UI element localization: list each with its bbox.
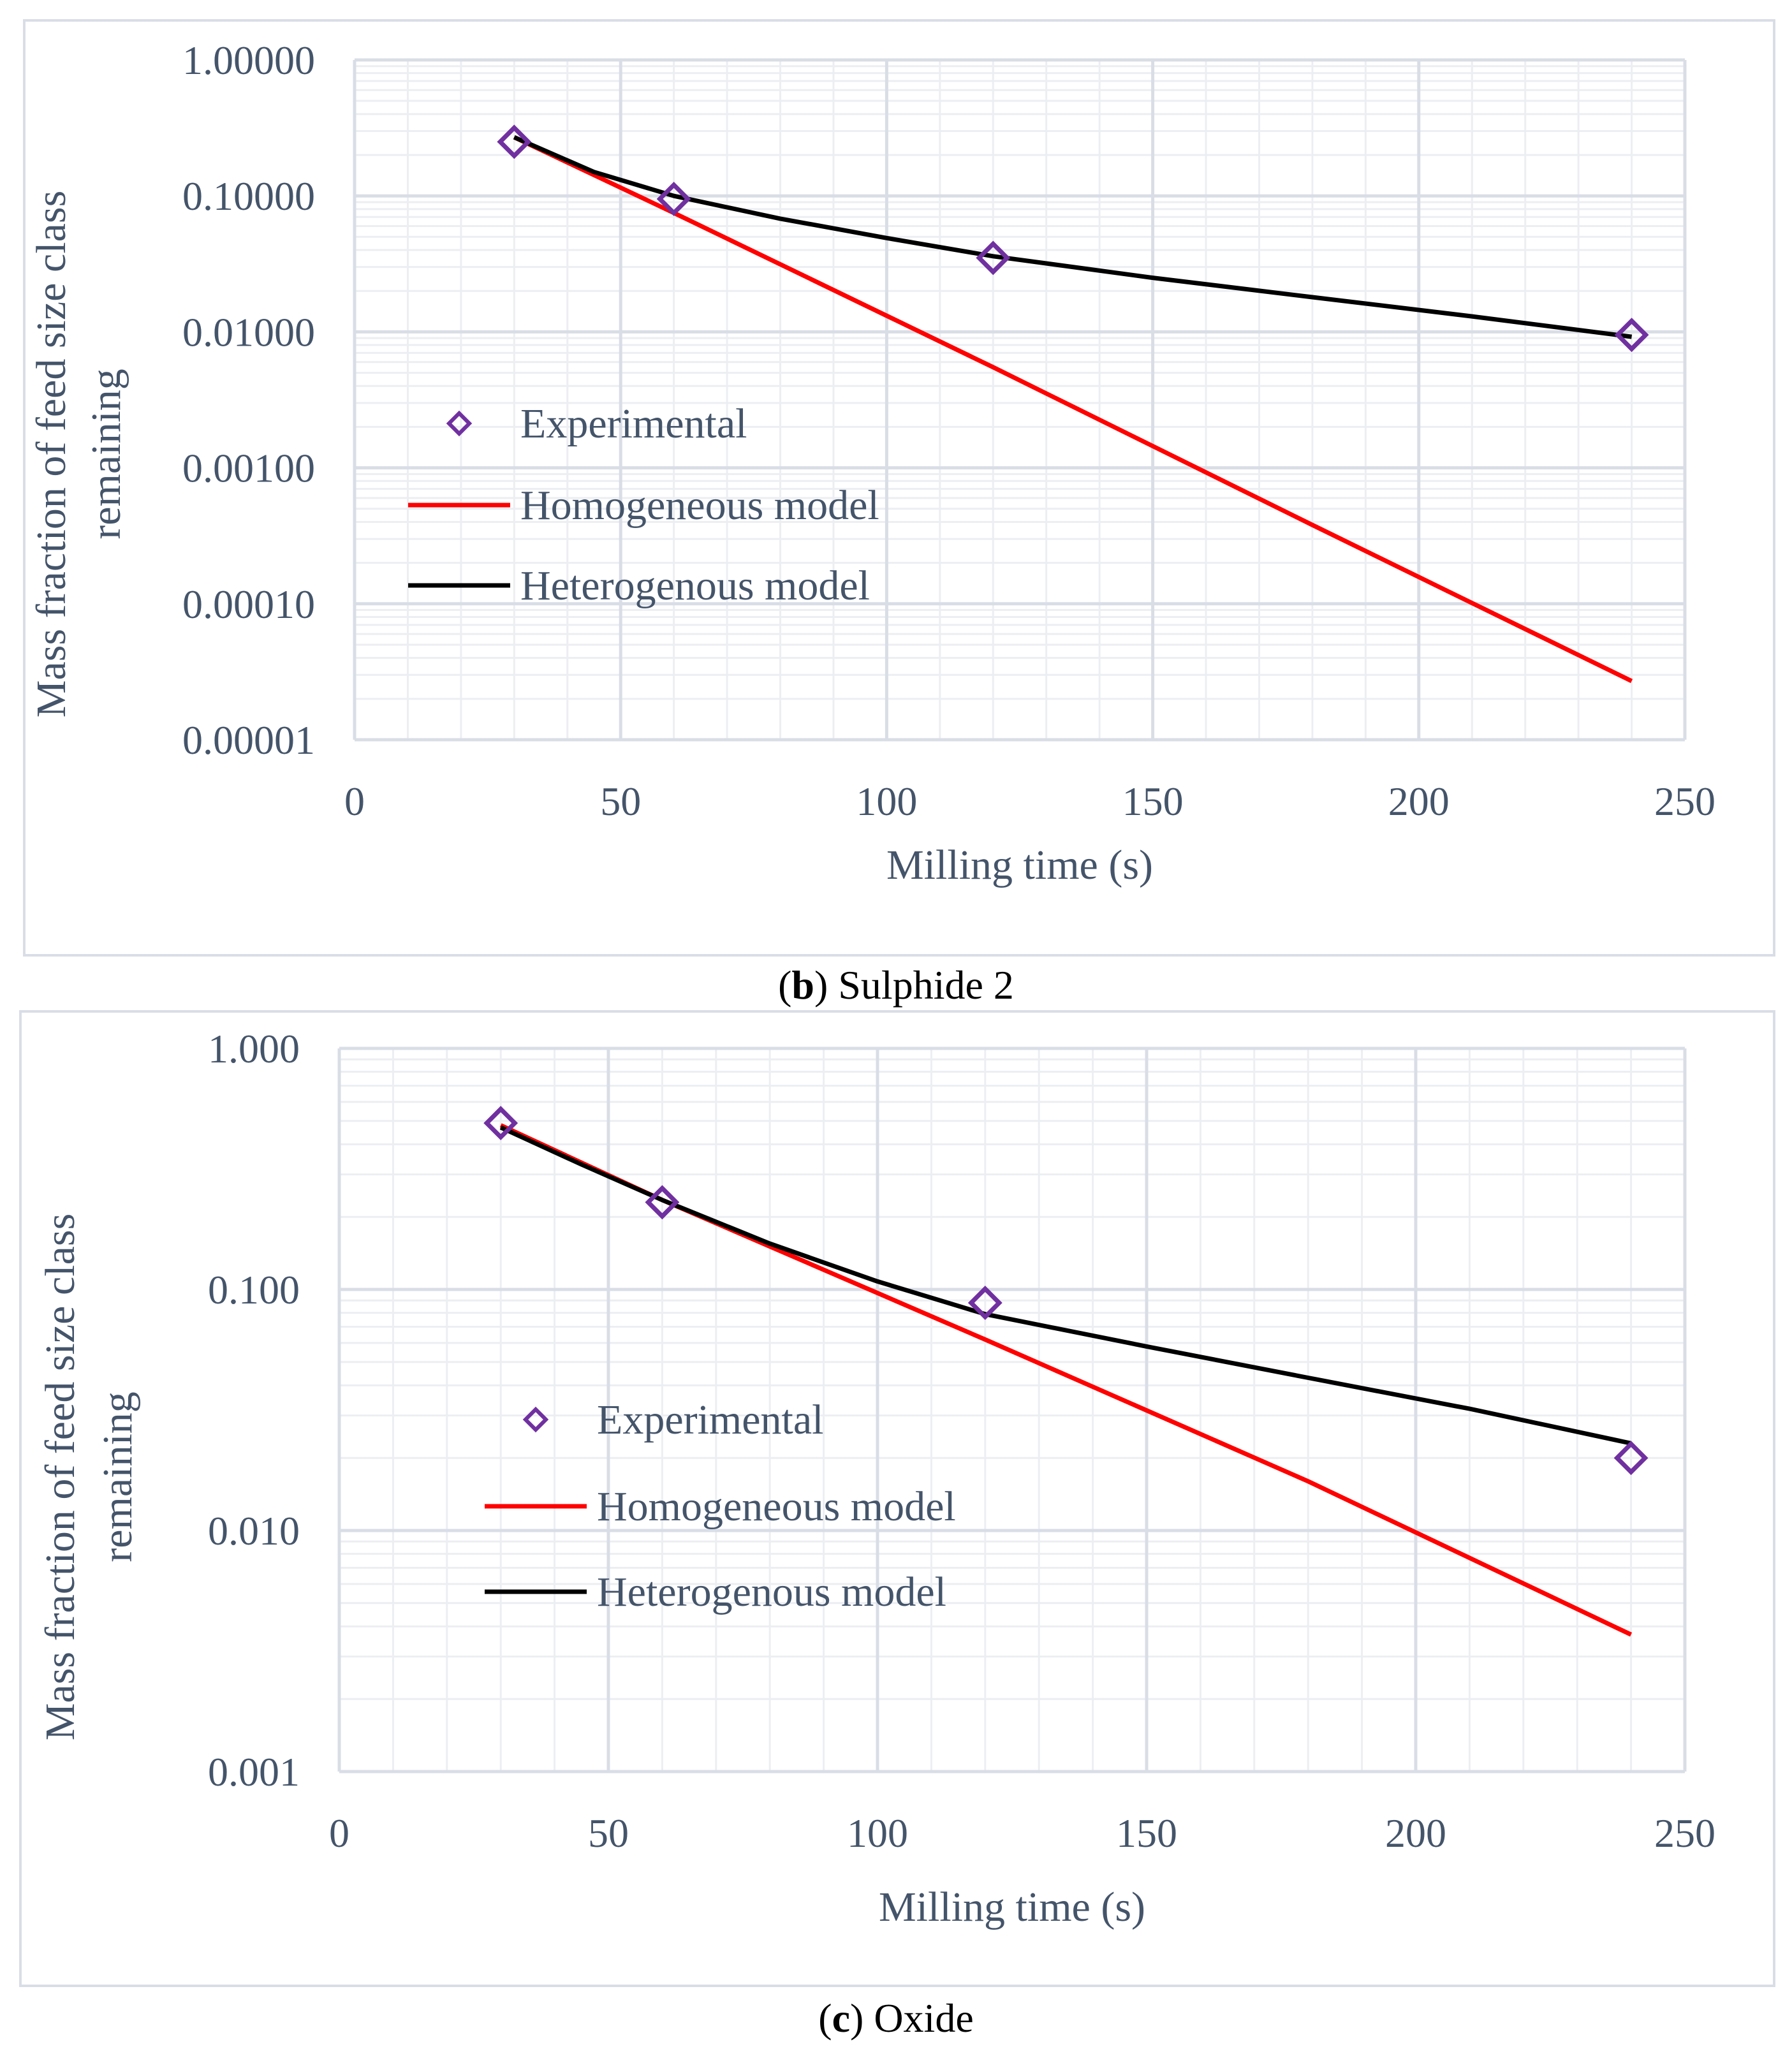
chart-panel-c xyxy=(19,1010,1775,1987)
experimental-point xyxy=(967,1286,1002,1320)
experimental-point xyxy=(483,1106,518,1141)
caption-b-letter: b xyxy=(791,962,815,1008)
x-tick-label: 0 xyxy=(344,779,365,824)
legend-homogeneous-label: Homogeneous model xyxy=(520,482,879,529)
caption-c: (c) Oxide xyxy=(0,1995,1792,2042)
caption-b-open: ( xyxy=(778,962,792,1008)
experimental-point xyxy=(1613,1441,1649,1476)
y-tick-label: 1.000 xyxy=(208,1026,300,1071)
homogeneous-model-line xyxy=(513,135,1633,684)
experimental-point xyxy=(497,124,532,159)
y-axis-label-line2: remaining xyxy=(94,1391,141,1562)
y-axis-label-line2: remaining xyxy=(83,369,129,540)
x-tick-label: 150 xyxy=(1116,1810,1177,1856)
legend-experimental-label: Experimental xyxy=(597,1397,824,1443)
legend-experimental-label: Experimental xyxy=(520,400,747,447)
y-tick-label: 0.10000 xyxy=(182,173,315,219)
caption-c-open: ( xyxy=(818,1995,832,2041)
y-tick-label: 0.010 xyxy=(208,1508,300,1553)
caption-c-text: ) Oxide xyxy=(850,1995,974,2041)
caption-b: (b) Sulphide 2 xyxy=(0,962,1792,1009)
y-tick-label: 0.00100 xyxy=(182,446,315,491)
x-tick-label: 50 xyxy=(588,1810,629,1856)
x-axis-label: Milling time (s) xyxy=(886,842,1153,888)
y-tick-label: 0.00001 xyxy=(182,717,315,763)
x-tick-label: 50 xyxy=(600,779,641,824)
legend-experimental-marker xyxy=(522,1406,549,1433)
legend-heterogenous-label: Heterogenous model xyxy=(597,1569,946,1615)
chart-panel-b xyxy=(23,19,1775,957)
chart-b: 0 50 100 150 200 250 0.00001 0.00010 0.00100 0.01… xyxy=(28,38,1715,888)
y-tick-label: 1.00000 xyxy=(182,38,315,83)
y-tick-label: 0.001 xyxy=(208,1749,300,1795)
x-tick-label: 0 xyxy=(329,1810,349,1856)
caption-b-text: ) Sulphide 2 xyxy=(814,962,1014,1008)
x-tick-label: 150 xyxy=(1122,779,1184,824)
y-axis-label-line1: Mass fraction of feed size class xyxy=(37,1214,84,1741)
y-tick-label: 0.100 xyxy=(208,1267,300,1312)
x-tick-label: 250 xyxy=(1654,1810,1715,1856)
chart-c: 0 50 100 150 200 250 0.001 0.010 0.100 1.000 Milli… xyxy=(37,1026,1715,1930)
experimental-point xyxy=(645,1185,680,1220)
legend-homogeneous-label: Homogeneous model xyxy=(597,1483,956,1530)
legend-experimental-marker xyxy=(446,410,473,437)
x-tick-label: 200 xyxy=(1388,779,1450,824)
experimental-point xyxy=(1614,318,1649,353)
caption-c-letter: c xyxy=(832,1995,850,2041)
legend-heterogenous-label: Heterogenous model xyxy=(520,562,870,609)
x-tick-label: 250 xyxy=(1654,779,1715,824)
x-tick-label: 200 xyxy=(1385,1810,1446,1856)
y-tick-label: 0.00010 xyxy=(182,582,315,627)
x-tick-label: 100 xyxy=(856,779,917,824)
x-tick-label: 100 xyxy=(847,1810,908,1856)
heterogenous-model-line xyxy=(513,135,1633,339)
y-axis-label-line1: Mass fraction of feed size class xyxy=(28,191,75,718)
y-tick-label: 0.01000 xyxy=(182,309,315,355)
experimental-point xyxy=(656,181,691,216)
experimental-point xyxy=(976,240,1011,275)
heterogenous-model-line xyxy=(499,1125,1632,1446)
x-axis-label: Milling time (s) xyxy=(879,1884,1145,1930)
